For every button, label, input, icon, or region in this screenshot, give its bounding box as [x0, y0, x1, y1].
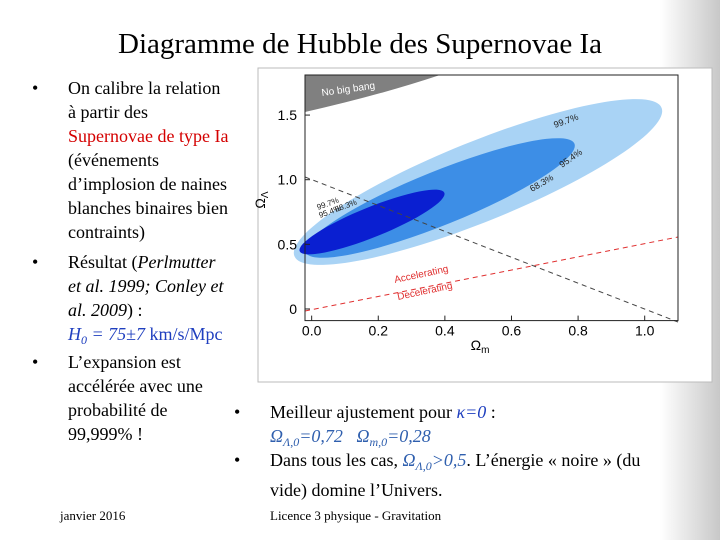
x-axis-label: Ωm — [471, 337, 490, 356]
text: (événements — [68, 150, 159, 170]
text: blanches binaires bien — [68, 198, 228, 218]
flat-universe-line — [304, 176, 679, 323]
text: . L’énergie « noire » (du — [466, 450, 641, 470]
text: Ω — [356, 426, 370, 446]
text: d’implosion de naines — [68, 174, 227, 194]
no-big-bang-region — [305, 75, 440, 112]
text: Λ,0 — [415, 459, 432, 473]
text: Dans tous les cas, — [270, 450, 403, 470]
contour-683 — [299, 189, 445, 255]
bullet: Dans tous les cas, ΩΛ,0>0,5. L’énergie «… — [234, 448, 641, 502]
text: al. 2009 — [68, 300, 128, 320]
bullet: Résultat (Perlmutter et al. 1999; Conley… — [32, 250, 224, 352]
footer-date: janvier 2016 — [60, 508, 126, 523]
text: accélérée avec une — [68, 376, 203, 396]
text: On calibre la relation — [68, 78, 221, 98]
acceleration-line — [304, 236, 679, 312]
bullet: Meilleur ajustement pour κ=0 : ΩΛ,0=0,72… — [234, 400, 496, 454]
text: à partir des — [68, 102, 148, 122]
text: Meilleur ajustement pour — [270, 402, 457, 422]
text: κ=0 — [456, 402, 487, 422]
text: 7 — [136, 324, 146, 344]
x-tick-label: 0.4 — [435, 323, 455, 339]
text: m,0 — [369, 435, 388, 449]
text: =0,28 — [387, 426, 431, 446]
text: 0 — [81, 333, 87, 347]
y-tick-label: 1.5 — [278, 107, 298, 123]
text: probabilité de — [68, 400, 168, 420]
footer-course: Licence 3 physique - Gravitation — [270, 508, 442, 523]
x-tick-label: 0.2 — [369, 323, 389, 339]
text: contraints) — [68, 222, 145, 242]
bullet: On calibre la relation à partir des Supe… — [32, 76, 229, 244]
text: Supernovae de type Ia — [68, 126, 229, 146]
text: : — [486, 402, 496, 422]
text: et al. 1999; Conley et — [68, 276, 224, 296]
y-tick-label: 0.5 — [278, 236, 298, 252]
text: L’expansion est — [68, 352, 181, 372]
text: =0,72 — [299, 426, 343, 446]
y-axis-label: ΩΛ — [252, 191, 271, 208]
plot: No big bang 99.7% 95.4% 68.3% 99.7% 95.4… — [252, 74, 679, 356]
text: H — [68, 324, 81, 344]
text: Perlmutter — [137, 252, 216, 272]
text: ) : — [127, 300, 143, 320]
text: Résultat ( — [68, 252, 138, 272]
text: Λ,0 — [283, 435, 300, 449]
plot-frame — [304, 74, 679, 322]
text: >0,5 — [431, 450, 467, 470]
text: Ω — [270, 426, 284, 446]
x-tick-label: 0.0 — [302, 323, 322, 339]
slide-title: Diagramme de Hubble des Supernovae Ia — [118, 28, 602, 60]
text: vide) domine l’Univers. — [270, 480, 443, 500]
x-tick-label: 0.8 — [568, 323, 588, 339]
text: = 75 — [87, 324, 127, 344]
text: Ω — [402, 450, 416, 470]
text: 99,999% ! — [68, 424, 143, 444]
y-tick-label: 0 — [289, 301, 297, 317]
x-tick-label: 0.6 — [502, 323, 522, 339]
text: km/s/Mpc — [145, 324, 223, 344]
bullet: L’expansion est accélérée avec une proba… — [32, 350, 203, 446]
y-tick-label: 1.0 — [278, 172, 298, 188]
text: ± — [126, 324, 137, 344]
x-tick-label: 1.0 — [635, 323, 655, 339]
